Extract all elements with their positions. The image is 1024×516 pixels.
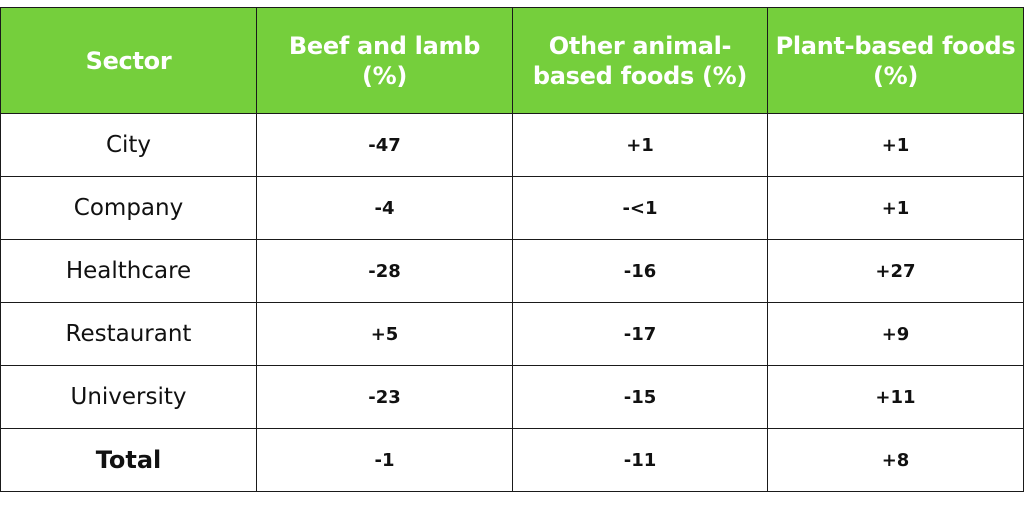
row-beef-lamb: -47 — [256, 113, 513, 177]
sector-food-change-table: Sector Beef and lamb (%) Other animal-ba… — [0, 7, 1024, 492]
row-sector: University — [0, 365, 257, 429]
row-other-animal: -17 — [512, 302, 768, 366]
total-beef-lamb: -1 — [256, 428, 513, 492]
row-sector: Healthcare — [0, 239, 257, 303]
header-plant-based: Plant-based foods (%) — [767, 7, 1024, 114]
row-sector: City — [0, 113, 257, 177]
table-row: City -47 +1 +1 — [0, 113, 1024, 177]
table-row: Healthcare -28 -16 +27 — [0, 239, 1024, 303]
data-table-container: Sector Beef and lamb (%) Other animal-ba… — [0, 7, 1024, 492]
row-other-animal: -16 — [512, 239, 768, 303]
total-sector: Total — [0, 428, 257, 492]
row-beef-lamb: +5 — [256, 302, 513, 366]
table-header-row: Sector Beef and lamb (%) Other animal-ba… — [0, 7, 1024, 114]
header-other-animal: Other animal-based foods (%) — [512, 7, 768, 114]
table-row: University -23 -15 +11 — [0, 365, 1024, 429]
row-beef-lamb: -28 — [256, 239, 513, 303]
row-plant-based: +27 — [767, 239, 1024, 303]
total-plant-based: +8 — [767, 428, 1024, 492]
row-plant-based: +9 — [767, 302, 1024, 366]
row-other-animal: -<1 — [512, 176, 768, 240]
row-sector: Company — [0, 176, 257, 240]
row-other-animal: +1 — [512, 113, 768, 177]
row-plant-based: +1 — [767, 176, 1024, 240]
table-row: Restaurant +5 -17 +9 — [0, 302, 1024, 366]
header-sector: Sector — [0, 7, 257, 114]
row-sector: Restaurant — [0, 302, 257, 366]
row-plant-based: +1 — [767, 113, 1024, 177]
header-beef-lamb: Beef and lamb (%) — [256, 7, 513, 114]
row-plant-based: +11 — [767, 365, 1024, 429]
table-row: Company -4 -<1 +1 — [0, 176, 1024, 240]
row-beef-lamb: -23 — [256, 365, 513, 429]
table-total-row: Total -1 -11 +8 — [0, 428, 1024, 492]
row-beef-lamb: -4 — [256, 176, 513, 240]
row-other-animal: -15 — [512, 365, 768, 429]
total-other-animal: -11 — [512, 428, 768, 492]
